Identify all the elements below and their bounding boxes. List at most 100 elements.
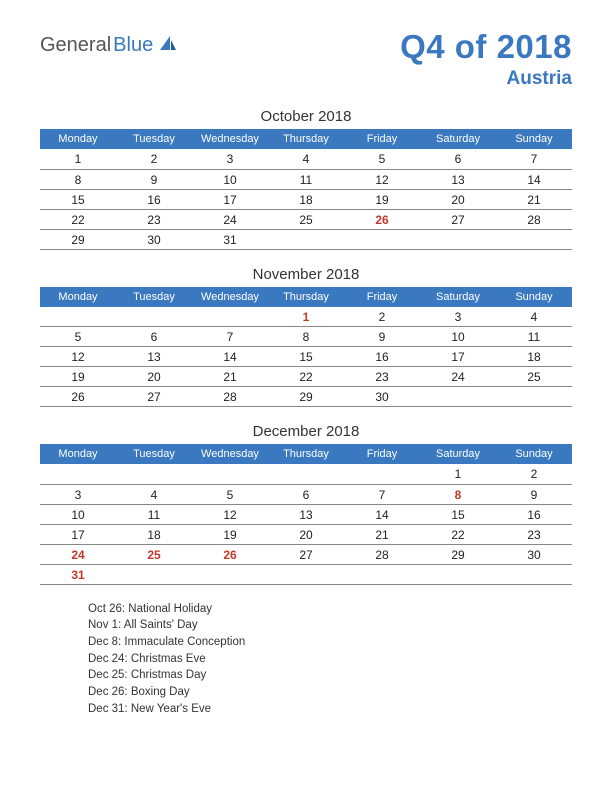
day-cell: 28 (192, 387, 268, 407)
day-cell (344, 464, 420, 484)
day-cell: 28 (344, 544, 420, 564)
day-cell: 18 (116, 524, 192, 544)
day-header: Friday (344, 287, 420, 307)
day-cell: 22 (268, 367, 344, 387)
day-cell: 19 (40, 367, 116, 387)
table-row: 12 (40, 464, 572, 484)
day-cell: 24 (420, 367, 496, 387)
day-header: Thursday (268, 287, 344, 307)
day-cell (420, 229, 496, 249)
day-header: Wednesday (192, 287, 268, 307)
day-cell: 25 (116, 544, 192, 564)
holiday-item: Dec 24: Christmas Eve (88, 651, 572, 668)
logo-text-general: General (40, 34, 111, 57)
day-cell (496, 229, 572, 249)
day-cell: 21 (192, 367, 268, 387)
day-cell: 30 (344, 387, 420, 407)
table-row: 891011121314 (40, 169, 572, 189)
day-cell: 31 (192, 229, 268, 249)
day-cell: 20 (268, 524, 344, 544)
table-row: 17181920212223 (40, 524, 572, 544)
day-cell: 26 (40, 387, 116, 407)
day-cell: 12 (40, 347, 116, 367)
day-header: Saturday (420, 287, 496, 307)
table-row: 15161718192021 (40, 189, 572, 209)
month-title: October 2018 (40, 108, 572, 125)
day-header: Wednesday (192, 129, 268, 149)
day-cell: 9 (496, 484, 572, 504)
day-cell: 6 (116, 327, 192, 347)
table-row: 19202122232425 (40, 367, 572, 387)
day-cell: 24 (192, 209, 268, 229)
holiday-item: Dec 25: Christmas Day (88, 667, 572, 684)
day-cell: 9 (344, 327, 420, 347)
day-cell: 22 (420, 524, 496, 544)
day-cell: 16 (496, 504, 572, 524)
day-header: Tuesday (116, 129, 192, 149)
table-row: 2627282930 (40, 387, 572, 407)
day-header: Monday (40, 444, 116, 464)
day-header: Wednesday (192, 444, 268, 464)
day-cell: 29 (268, 387, 344, 407)
day-cell: 14 (496, 169, 572, 189)
day-cell: 6 (420, 149, 496, 169)
logo-text-blue: Blue (113, 34, 153, 57)
day-cell (268, 464, 344, 484)
day-header: Tuesday (116, 444, 192, 464)
month-title: December 2018 (40, 423, 572, 440)
day-cell (268, 229, 344, 249)
day-cell: 29 (420, 544, 496, 564)
day-cell: 20 (116, 367, 192, 387)
day-cell: 15 (268, 347, 344, 367)
day-cell (496, 387, 572, 407)
day-cell: 17 (40, 524, 116, 544)
day-cell (192, 307, 268, 327)
month-title: November 2018 (40, 266, 572, 283)
day-header: Friday (344, 129, 420, 149)
table-row: 567891011 (40, 327, 572, 347)
day-cell: 19 (344, 189, 420, 209)
day-cell: 26 (192, 544, 268, 564)
holiday-item: Oct 26: National Holiday (88, 601, 572, 618)
day-header: Friday (344, 444, 420, 464)
day-cell: 7 (344, 484, 420, 504)
day-cell: 16 (344, 347, 420, 367)
day-cell: 14 (344, 504, 420, 524)
day-header: Sunday (496, 444, 572, 464)
day-cell (192, 564, 268, 584)
sub-title: Austria (400, 68, 572, 90)
table-row: 293031 (40, 229, 572, 249)
day-cell: 1 (420, 464, 496, 484)
day-cell: 4 (268, 149, 344, 169)
day-cell (116, 564, 192, 584)
day-cell: 10 (420, 327, 496, 347)
table-row: 3456789 (40, 484, 572, 504)
day-cell: 12 (192, 504, 268, 524)
day-cell: 4 (116, 484, 192, 504)
day-header: Saturday (420, 444, 496, 464)
day-cell: 25 (268, 209, 344, 229)
calendar-month: December 2018MondayTuesdayWednesdayThurs… (40, 423, 572, 585)
day-cell (116, 307, 192, 327)
day-cell: 5 (40, 327, 116, 347)
table-row: 22232425262728 (40, 209, 572, 229)
day-header: Tuesday (116, 287, 192, 307)
day-cell: 22 (40, 209, 116, 229)
day-cell: 29 (40, 229, 116, 249)
day-cell: 13 (116, 347, 192, 367)
day-cell (344, 564, 420, 584)
day-cell: 28 (496, 209, 572, 229)
day-cell: 19 (192, 524, 268, 544)
day-cell: 12 (344, 169, 420, 189)
day-cell: 3 (40, 484, 116, 504)
day-header: Sunday (496, 287, 572, 307)
day-cell: 16 (116, 189, 192, 209)
day-cell: 11 (268, 169, 344, 189)
table-row: 1234 (40, 307, 572, 327)
day-cell: 8 (40, 169, 116, 189)
day-header: Saturday (420, 129, 496, 149)
day-cell: 11 (116, 504, 192, 524)
day-cell: 23 (344, 367, 420, 387)
table-row: 31 (40, 564, 572, 584)
day-cell: 25 (496, 367, 572, 387)
